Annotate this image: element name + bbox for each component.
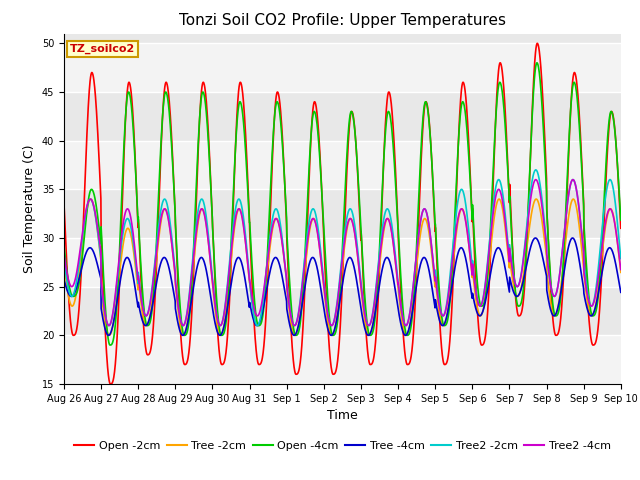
Line: Open -2cm: Open -2cm [64,43,621,384]
Tree -2cm [495,196,503,202]
Open -4cm [568,89,576,95]
Tree -4cm [216,332,223,338]
Tree2 -4cm [359,297,367,302]
Tree2 -2cm [584,289,591,295]
Open -2cm [504,175,512,181]
Tree2 -4cm [216,322,223,328]
Line: Tree -2cm: Tree -2cm [64,199,621,336]
Open -4cm [584,278,591,284]
X-axis label: Time: Time [327,409,358,422]
Tree -2cm [617,269,625,275]
Open -2cm [107,381,115,387]
Open -2cm [568,85,576,91]
Tree -4cm [358,314,366,320]
Tree -2cm [216,331,223,336]
Tree -2cm [505,257,513,263]
Tree2 -2cm [504,244,512,250]
Legend: Open -2cm, Tree -2cm, Open -4cm, Tree -4cm, Tree2 -2cm, Tree2 -4cm: Open -2cm, Tree -2cm, Open -4cm, Tree -4… [70,437,615,456]
Tree -4cm [584,307,591,312]
Bar [64,238,621,287]
Line: Tree -4cm: Tree -4cm [64,238,621,336]
Open -4cm [617,217,625,223]
Tree -2cm [568,197,576,203]
Open -2cm [216,351,223,357]
Tree -2cm [371,310,378,316]
Tree2 -2cm [371,295,379,301]
Title: Tonzi Soil CO2 Profile: Upper Temperatures: Tonzi Soil CO2 Profile: Upper Temperatur… [179,13,506,28]
Tree2 -4cm [569,177,577,182]
Open -2cm [359,264,367,269]
Tree2 -2cm [359,294,367,300]
Tree -4cm [402,333,410,338]
Tree -4cm [371,313,378,319]
Tree2 -4cm [179,323,187,328]
Tree2 -2cm [532,167,540,173]
Tree -2cm [584,300,591,305]
Bar [64,43,621,92]
Open -4cm [533,60,541,66]
Tree -2cm [60,260,68,265]
Open -2cm [60,201,68,207]
Open -4cm [216,326,223,332]
Bar [64,141,621,189]
Tree2 -4cm [371,297,379,303]
Tree -4cm [617,289,625,295]
Tree -2cm [358,299,366,304]
Tree2 -4cm [568,178,575,183]
Tree2 -4cm [584,293,591,299]
Open -4cm [359,259,367,264]
Text: TZ_soilco2: TZ_soilco2 [70,44,135,54]
Tree2 -2cm [568,177,576,183]
Line: Open -4cm: Open -4cm [64,63,621,345]
Tree -4cm [532,235,540,241]
Tree2 -2cm [617,256,625,262]
Open -4cm [371,318,379,324]
Line: Tree2 -4cm: Tree2 -4cm [64,180,621,325]
Tree2 -4cm [60,251,68,257]
Tree2 -4cm [504,249,512,254]
Y-axis label: Soil Temperature (C): Soil Temperature (C) [23,144,36,273]
Tree -4cm [60,276,68,282]
Open -4cm [106,342,114,348]
Open -2cm [617,226,625,231]
Tree2 -4cm [617,267,625,273]
Open -2cm [533,40,541,46]
Tree2 -2cm [60,257,68,263]
Tree -4cm [568,235,576,241]
Open -4cm [60,243,68,249]
Tree -2cm [403,333,410,338]
Open -2cm [584,296,591,302]
Line: Tree2 -2cm: Tree2 -2cm [64,170,621,325]
Bar [64,336,621,384]
Open -2cm [371,348,379,353]
Tree2 -2cm [179,323,187,328]
Tree -4cm [504,283,512,289]
Tree2 -2cm [216,322,223,328]
Open -4cm [504,178,512,184]
